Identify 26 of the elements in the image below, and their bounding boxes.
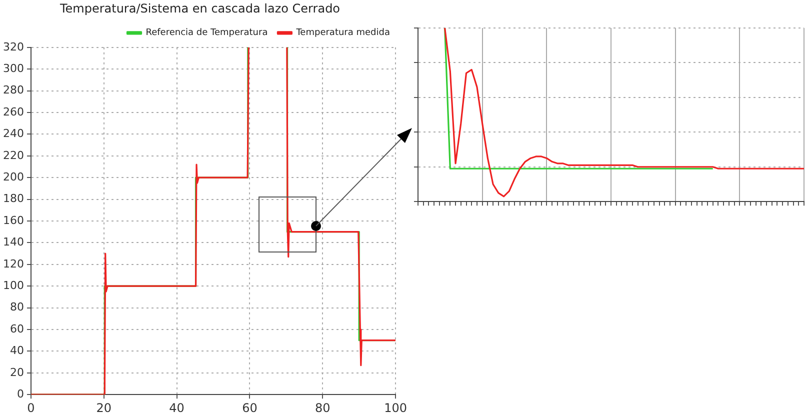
y-tick-label: 60 [10,322,24,336]
y-tick-label: 280 [2,84,24,97]
y-tick-label: 180 [2,192,24,206]
y-tick-label: 160 [2,214,24,227]
legend-label: Temperatura medida [295,28,390,38]
y-tick-label: 240 [2,127,24,140]
y-tick-label: 120 [2,257,24,270]
y-tick-label: 140 [2,236,24,249]
x-tick-label: 80 [314,400,330,415]
y-tick-label: 20 [10,366,24,379]
y-tick-label: 100 [2,278,24,292]
y-tick-label: 320 [2,40,24,54]
y-tick-label: 0 [16,387,24,400]
y-tick-label: 80 [10,300,24,314]
y-tick-label: 220 [2,148,24,162]
y-tick-label: 260 [2,105,24,118]
x-tick-label: 60 [242,400,258,415]
x-tick-label: 0 [27,400,35,415]
y-tick-label: 300 [2,62,24,75]
x-tick-label: 20 [96,400,112,415]
x-tick-label: 100 [384,400,407,415]
y-tick-label: 40 [10,344,24,358]
legend-label: Referencia de Temperatura [146,28,268,38]
x-tick-label: 40 [169,400,184,415]
chart-title: Temperatura/Sistema en cascada lazo Cerrado [58,1,340,16]
y-tick-label: 200 [2,170,24,184]
